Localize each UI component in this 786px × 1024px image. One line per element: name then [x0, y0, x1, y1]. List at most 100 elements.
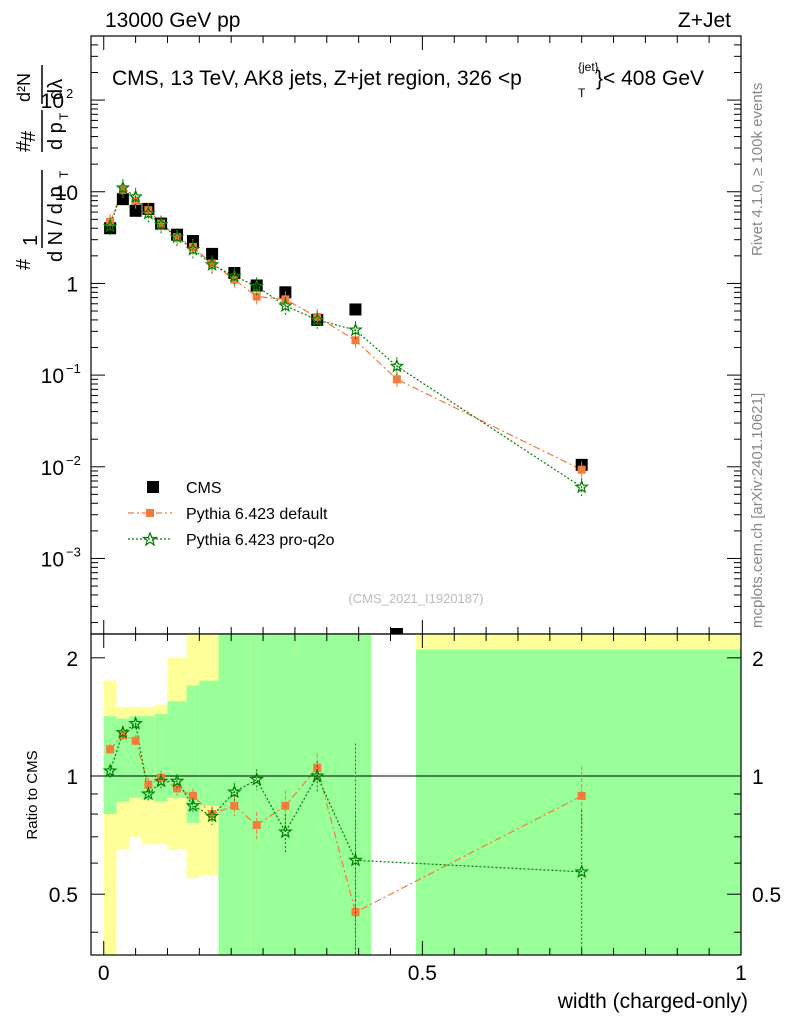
uncertainty-band-green	[250, 634, 270, 955]
ratio-proq2o-point	[185, 797, 201, 812]
ratio-default-point	[173, 784, 182, 793]
proq2o-point	[574, 479, 590, 494]
uncertainty-band-green	[416, 649, 741, 955]
ratio-proq2o-point	[348, 852, 363, 867]
ratio-default-point	[313, 763, 322, 772]
ratio-proq2o-point	[204, 808, 220, 823]
plot-title: CMS, 13 TeV, AK8 jets, Z+jet region, 326…	[112, 60, 704, 100]
mcplots-label: mcplots.cern.ch [arXiv:2401.10621]	[749, 393, 766, 628]
svg-text:10: 10	[55, 182, 78, 205]
legend: CMS Pythia 6.423 default Pythia 6.423 pr…	[128, 480, 335, 549]
proq2o-point	[115, 180, 131, 195]
legend-marker-cms	[147, 481, 159, 493]
legend-label-proq2o: Pythia 6.423 pro-q2o	[186, 532, 335, 549]
ratio-proq2o-point	[278, 824, 293, 839]
ratio-default-point	[188, 791, 197, 800]
main-y-tick-label: 1	[66, 273, 78, 296]
proq2o-point	[153, 216, 169, 231]
ratio-default-point	[144, 780, 153, 789]
ratio-proq2o-point	[115, 724, 131, 739]
ylabel-t1: T	[57, 170, 71, 178]
proq2o-point	[169, 229, 185, 244]
ratio-proq2o-point	[140, 786, 156, 801]
main-y-tick-label: 10	[55, 182, 78, 205]
ratio-proq2o-line	[109, 722, 582, 873]
ratio-default-point	[208, 810, 217, 819]
process-label: Z+Jet	[678, 9, 731, 32]
main-y-tick-label: 10 2	[41, 86, 74, 113]
proq2o-point	[348, 322, 363, 337]
cms-point	[349, 303, 362, 316]
cms-point	[116, 193, 129, 206]
ylabel-hash1: #	[13, 258, 35, 270]
proq2o-point	[249, 278, 265, 293]
ylabel-dlambda: dλ	[45, 79, 67, 100]
main-y-tick-label: 10 −2	[41, 453, 81, 480]
default-point	[577, 465, 586, 474]
proq2o-point	[140, 205, 156, 220]
ratio-proq2o-point	[249, 771, 265, 786]
legend-label-cms: CMS	[186, 480, 222, 497]
ylabel-d2n: d²N	[14, 73, 34, 102]
main-y-label: # 1 d N / d p T # # d p T d²N dλ	[13, 65, 71, 270]
ratio-frame	[90, 633, 742, 956]
x-tick-label: 0.5	[408, 962, 437, 985]
default-point	[313, 313, 322, 322]
beam-label: 13000 GeV pp	[105, 9, 240, 32]
ylabel-hash2: #	[13, 140, 35, 152]
ratio-default-point	[106, 745, 115, 754]
svg-text:10: 10	[41, 90, 64, 113]
uncertainty-band-green	[129, 716, 142, 798]
svg-text:−3: −3	[66, 544, 81, 559]
svg-text:−1: −1	[66, 361, 81, 376]
ratio-y-tick-label: 1	[66, 766, 78, 789]
proq2o-point	[204, 256, 220, 272]
x-tick-label: 0	[98, 962, 110, 985]
uncertainty-band-green	[199, 680, 219, 806]
ratio-proq2o-point	[227, 784, 242, 799]
proq2o-point	[128, 189, 143, 204]
uncertainty-band-green	[154, 713, 168, 802]
title-main: CMS, 13 TeV, AK8 jets, Z+jet region, 326…	[112, 67, 522, 90]
ratio-y-tick-label: 2	[66, 648, 78, 671]
legend-marker-default	[146, 509, 154, 517]
ratio-y-tick-label-right: 2	[752, 648, 764, 671]
cms-point	[129, 204, 142, 217]
legend-marker-proq2o	[141, 531, 159, 547]
ratio-proq2o-point	[128, 715, 143, 730]
default-point	[188, 242, 197, 251]
ratio-default-point	[281, 801, 290, 810]
ratio-default-point	[252, 821, 261, 830]
ratio-proq2o-point	[309, 768, 325, 783]
svg-text:10: 10	[41, 548, 64, 571]
ylabel-hash3: #	[18, 130, 40, 142]
title-sub: T	[578, 86, 586, 100]
title-end: }< 408 GeV	[596, 67, 704, 90]
ratio-default-point	[230, 801, 239, 810]
uncertainty-band-green	[167, 701, 187, 798]
default-point	[252, 292, 261, 301]
ratio-proq2o-point	[102, 763, 118, 778]
ylabel-dpt: d p	[45, 122, 67, 150]
proq2o-point	[102, 218, 118, 233]
svg-text:1: 1	[66, 273, 78, 296]
cms-point	[206, 247, 219, 260]
proq2o-point	[309, 312, 325, 327]
ratio-default-point	[131, 736, 140, 745]
svg-text:−2: −2	[66, 453, 81, 468]
ratio-proq2o-point	[169, 773, 185, 788]
title-sup: {jet}	[578, 60, 599, 74]
ratio-proq2o-point	[153, 773, 169, 788]
uncertainty-band-green	[186, 685, 200, 823]
analysis-watermark: (CMS_2021_I1920187)	[348, 591, 483, 606]
ratio-y-tick-label-right: 0.5	[752, 884, 781, 907]
default-point	[351, 336, 360, 345]
uncertainty-band-green	[269, 634, 295, 955]
ratio-default-point	[157, 773, 166, 782]
svg-text:2: 2	[66, 86, 73, 101]
main-y-tick-label: 10 −1	[41, 361, 81, 388]
ratio-y-label: Ratio to CMS	[24, 750, 41, 839]
ylabel-t2: T	[57, 112, 71, 120]
ratio-y-tick-label: 0.5	[49, 884, 78, 907]
